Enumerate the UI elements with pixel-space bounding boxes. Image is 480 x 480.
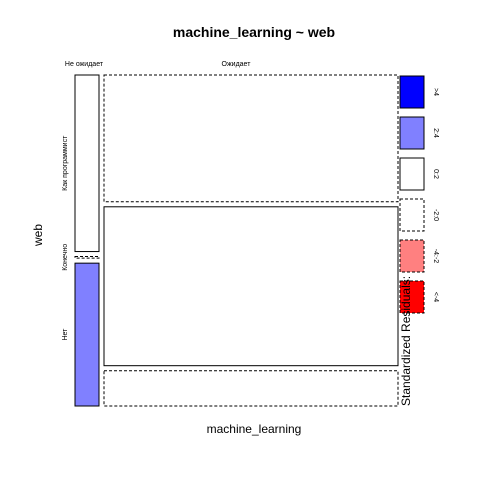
legend-label: -4:-2 (432, 249, 439, 264)
legend-swatch (399, 198, 425, 232)
mosaic-tile (74, 262, 100, 407)
x-tick-label: Не ожидает (65, 61, 104, 68)
legend-swatch (399, 75, 425, 109)
x-tick-labels: Не ожидает Ожидает (65, 61, 251, 68)
mosaic-tile (74, 74, 100, 253)
legend-swatch (399, 239, 425, 273)
y-tick-labels: Как программист Конечно Нет (62, 135, 69, 341)
y-tick-label: Как программист (62, 135, 69, 191)
legend-swatch (399, 280, 425, 314)
legend-label: 2:4 (432, 128, 439, 138)
legend: >4 2:4 0:2 -2:0 -4:-2 <-4 (399, 75, 439, 314)
legend-swatch (399, 116, 425, 150)
legend-label: >4 (432, 88, 439, 96)
mosaic-tile (74, 256, 100, 259)
y-axis-label: web (31, 224, 45, 247)
mosaic-tiles (74, 74, 399, 407)
mosaic-tile (103, 370, 399, 407)
mosaic-tile (103, 206, 399, 367)
y-tick-label: Нет (62, 328, 69, 341)
legend-label: <-4 (432, 292, 439, 302)
legend-swatch (399, 157, 425, 191)
legend-title: Standardized Residuals: (399, 276, 413, 406)
legend-label: 0:2 (432, 169, 439, 179)
y-tick-label: Конечно (62, 244, 69, 271)
x-tick-label: Ожидает (222, 61, 252, 68)
mosaic-tile (103, 74, 399, 203)
legend-label: -2:0 (432, 209, 439, 221)
x-axis-label: machine_learning (207, 422, 302, 436)
chart-title: machine_learning ~ web (173, 24, 335, 40)
